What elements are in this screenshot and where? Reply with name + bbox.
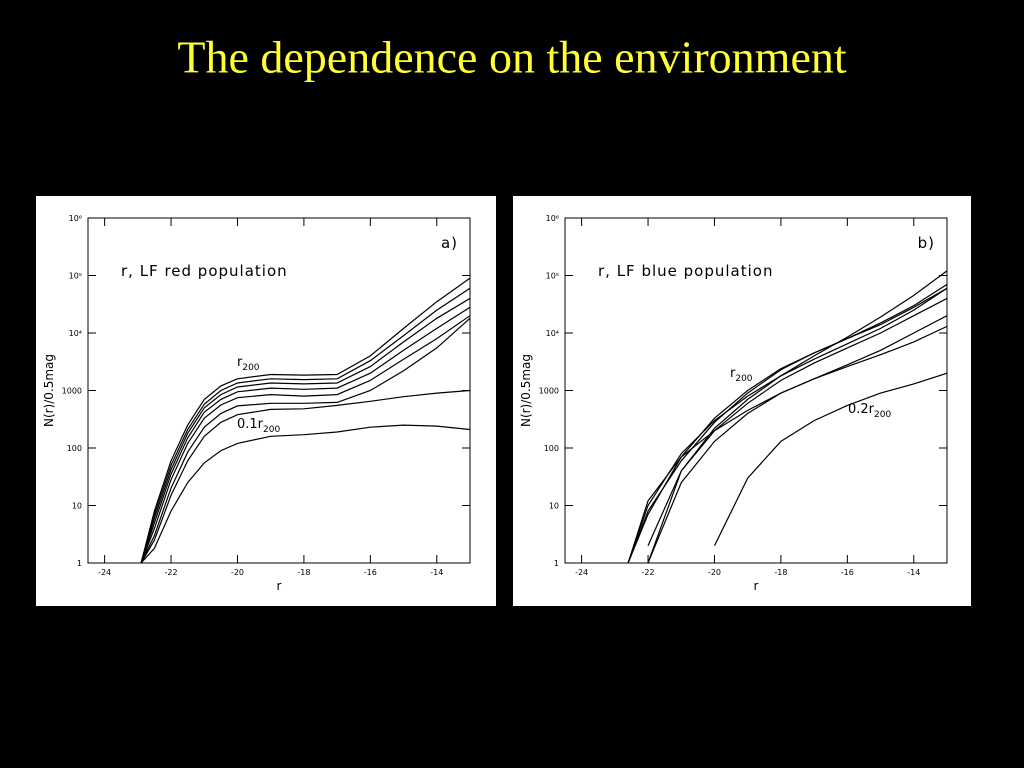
panel-label: a) bbox=[441, 234, 458, 252]
x-tick-label: -24 bbox=[98, 568, 111, 577]
y-axis-label: N(r)/0.5mag bbox=[519, 354, 533, 427]
y-tick-label: 10⁵ bbox=[69, 272, 82, 281]
line-label-text: r bbox=[237, 355, 243, 370]
x-tick-label: -18 bbox=[297, 568, 310, 577]
panel-label: b) bbox=[918, 234, 935, 252]
x-tick-label: -20 bbox=[231, 568, 244, 577]
series-line bbox=[140, 277, 470, 563]
chart-panel: -24 -22 -20 -18 -16 -14 1 10 100 1000 10⁴ 10⁵ 10⁶ r N(… bbox=[513, 196, 971, 606]
line-label: r200 bbox=[730, 366, 753, 384]
series-line bbox=[140, 287, 470, 563]
line-label-sub: 200 bbox=[874, 410, 891, 420]
y-tick-label: 100 bbox=[67, 444, 82, 453]
x-tick-label: -14 bbox=[430, 568, 443, 577]
series-line bbox=[627, 283, 947, 563]
series-line bbox=[140, 306, 470, 563]
series-line bbox=[140, 424, 470, 563]
y-tick-label: 10⁵ bbox=[546, 272, 559, 281]
series-line bbox=[140, 317, 470, 563]
x-axis-label: r bbox=[754, 579, 759, 593]
x-tick-label: -16 bbox=[841, 568, 854, 577]
annotation: r, LF blue population bbox=[598, 262, 773, 280]
series-line bbox=[140, 389, 470, 563]
y-tick-label: 10 bbox=[72, 502, 82, 511]
annotation: r, LF red population bbox=[121, 262, 288, 280]
series-line bbox=[140, 297, 470, 563]
y-tick-label: 10⁴ bbox=[69, 329, 82, 338]
x-tick-label: -22 bbox=[642, 568, 655, 577]
series-line bbox=[627, 287, 947, 563]
y-tick-label: 10 bbox=[549, 502, 559, 511]
series-line bbox=[140, 315, 470, 563]
x-tick-label: -14 bbox=[907, 568, 920, 577]
y-axis-label: N(r)/0.5mag bbox=[42, 354, 56, 427]
line-label-sub: 200 bbox=[242, 363, 259, 373]
line-label: 0.2r200 bbox=[848, 402, 891, 420]
y-tick-label: 1000 bbox=[539, 387, 559, 396]
line-label-sub: 200 bbox=[263, 425, 280, 435]
panel-background bbox=[36, 196, 496, 606]
line-label: 0.1r200 bbox=[237, 417, 280, 435]
line-label: r200 bbox=[237, 355, 260, 373]
chart-panel: -24 -22 -20 -18 -16 -14 1 10 100 1000 10⁴ 10⁵ 10⁶ r N(… bbox=[36, 196, 496, 606]
x-tick-label: -22 bbox=[165, 568, 178, 577]
y-tick-label: 10⁴ bbox=[546, 329, 559, 338]
slide-title: The dependence on the environment bbox=[177, 32, 847, 83]
x-tick-label: -24 bbox=[575, 568, 588, 577]
series-line bbox=[647, 297, 947, 546]
series-line bbox=[713, 372, 947, 546]
y-tick-label: 10⁶ bbox=[69, 214, 82, 223]
x-tick-label: -20 bbox=[708, 568, 721, 577]
line-label-text: r bbox=[730, 366, 736, 381]
x-tick-label: -16 bbox=[364, 568, 377, 577]
y-tick-label: 1 bbox=[554, 559, 559, 568]
series-line bbox=[647, 270, 947, 563]
line-label-text: 0.1r bbox=[237, 417, 264, 432]
line-label-sub: 200 bbox=[735, 374, 752, 384]
y-tick-label: 100 bbox=[544, 444, 559, 453]
y-tick-label: 10⁶ bbox=[546, 214, 559, 223]
x-axis-label: r bbox=[277, 579, 282, 593]
line-label-text: 0.2r bbox=[848, 402, 875, 417]
y-tick-label: 1 bbox=[77, 559, 82, 568]
series-line bbox=[647, 325, 947, 563]
x-tick-label: -18 bbox=[774, 568, 787, 577]
y-tick-label: 1000 bbox=[62, 387, 82, 396]
